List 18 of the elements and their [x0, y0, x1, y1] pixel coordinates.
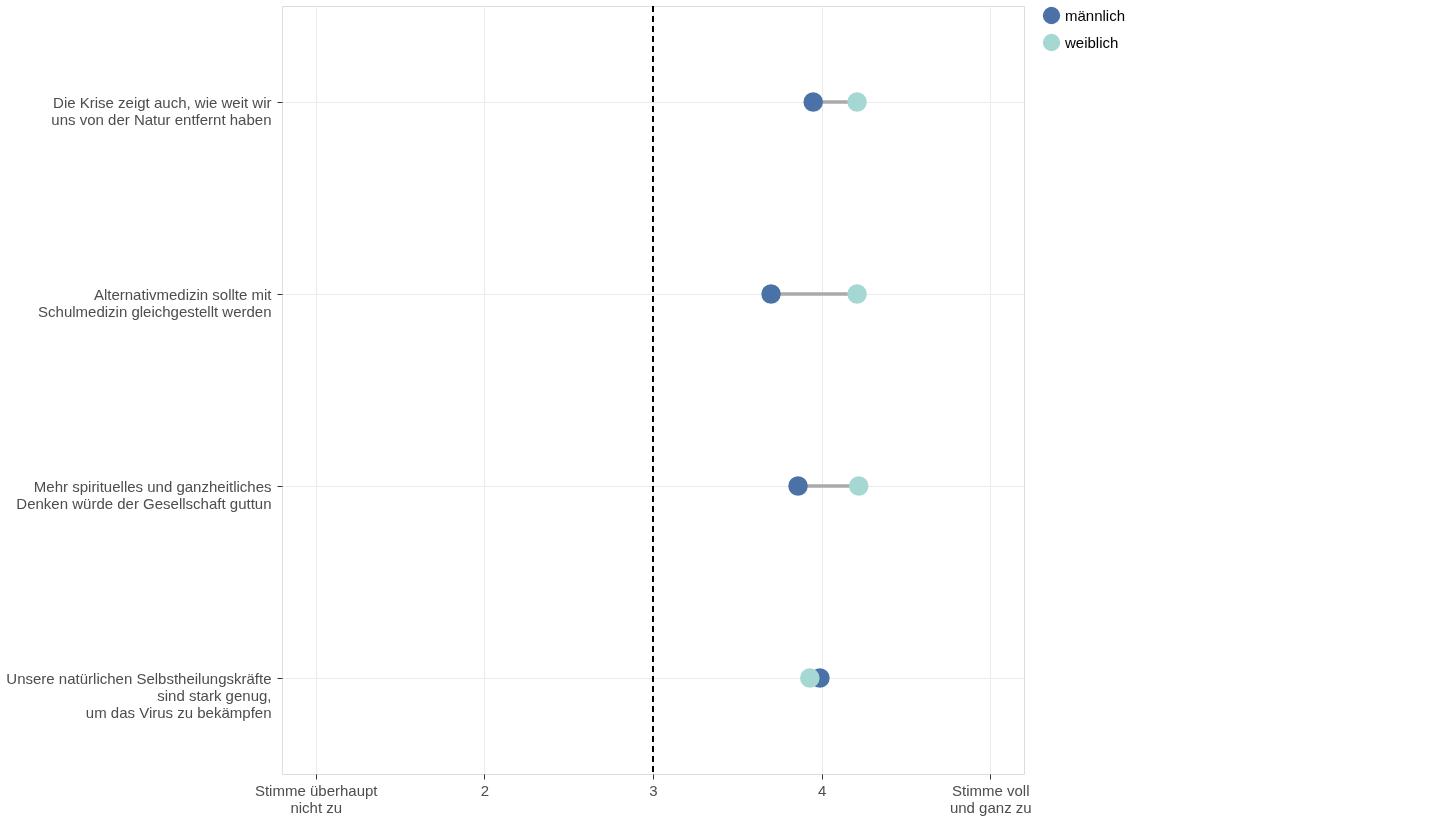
x-tick-label: Stimme überhaupt nicht zu — [254, 781, 379, 816]
x-tick-label: 3 — [649, 781, 658, 799]
point — [848, 476, 869, 496]
point — [788, 476, 808, 496]
y-tick-label: Unsere natürlichen Selbstheilungskräfte sind stark genug, um das Virus zu bekämpfen — [6, 669, 272, 721]
y-tick-label: Alternativmedizin sollte mit Schulmedizin gleichgestellt werden — [38, 285, 273, 320]
y-tick-label: Die Krise zeigt auch, wie weit wir uns von der Natur entfernt haben — [51, 93, 272, 128]
y-tick-label: Mehr spirituelles und ganzheitliches Denken würde der Gesellschaft guttun — [16, 477, 272, 512]
point — [761, 284, 781, 304]
point — [847, 284, 867, 304]
point — [800, 668, 820, 688]
legend-label: männlich — [1065, 6, 1126, 24]
x-tick-label: 2 — [480, 781, 490, 799]
point — [803, 92, 823, 112]
legend-label: weiblich — [1064, 33, 1119, 51]
point — [847, 92, 867, 112]
x-tick-label: 4 — [817, 781, 827, 799]
x-tick-label: Stimme voll und ganz zu — [949, 781, 1032, 816]
